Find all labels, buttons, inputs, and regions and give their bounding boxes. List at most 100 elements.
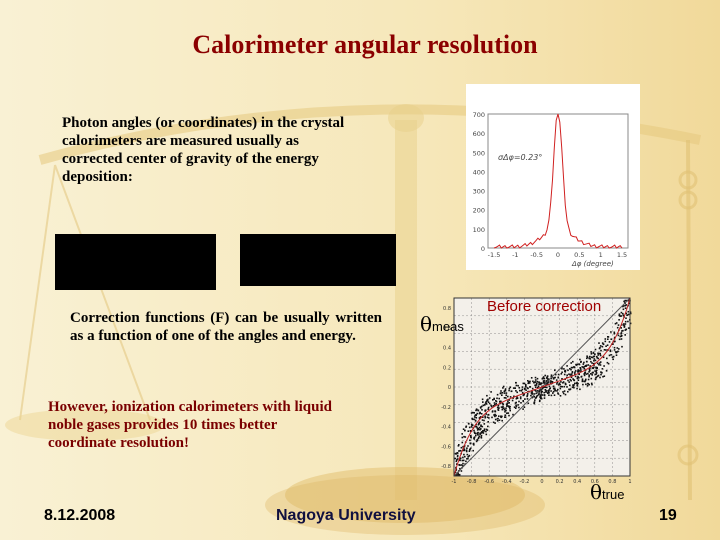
scatter-point xyxy=(505,394,507,397)
scatter-point xyxy=(624,320,627,323)
scatter-point xyxy=(531,396,534,399)
scatter-point xyxy=(557,384,560,386)
scatter-point xyxy=(486,416,489,419)
scatter-point xyxy=(530,392,533,394)
scatter-x-tick-label: -0.8 xyxy=(467,479,477,485)
scatter-point xyxy=(583,361,585,364)
scatter-point xyxy=(508,389,510,392)
scatter-point xyxy=(563,385,566,388)
scatter-point xyxy=(620,332,623,334)
scatter-point xyxy=(540,392,543,394)
scatter-y-tick-label: 0.4 xyxy=(443,346,451,352)
scatter-point xyxy=(595,369,598,372)
histogram-xlabel: Δφ (degree) xyxy=(571,260,614,268)
scatter-point xyxy=(464,436,467,438)
scatter-point xyxy=(515,405,518,408)
scatter-point xyxy=(461,433,463,435)
scatter-point xyxy=(621,330,623,332)
scatter-point xyxy=(457,445,460,447)
scatter-point xyxy=(547,378,550,380)
scatter-point xyxy=(548,385,551,388)
scatter-point xyxy=(521,391,524,394)
scatter-fit-curve xyxy=(453,297,631,477)
scatter-point xyxy=(504,411,506,413)
scatter-point xyxy=(501,419,503,422)
scatter-point xyxy=(504,416,506,418)
scatter-point xyxy=(621,345,623,348)
scatter-point xyxy=(622,314,625,317)
scatter-point xyxy=(598,347,601,350)
scatter-point xyxy=(550,394,553,397)
scatter-point xyxy=(469,435,472,437)
scatter-point xyxy=(622,305,625,307)
scatter-point xyxy=(562,382,564,384)
scatter-point xyxy=(484,402,487,404)
scatter-point xyxy=(488,417,490,419)
scatter-point xyxy=(614,340,616,343)
scatter-point xyxy=(605,370,608,372)
scatter-point xyxy=(598,352,600,355)
scatter-point xyxy=(599,376,601,379)
scatter-point xyxy=(582,366,585,369)
scatter-point xyxy=(522,382,525,385)
histogram-line xyxy=(493,113,623,249)
scatter-point xyxy=(545,382,548,384)
scatter-point xyxy=(501,408,504,411)
scatter-point xyxy=(504,388,507,390)
scatter-point xyxy=(577,371,579,373)
scatter-point xyxy=(473,438,476,440)
scatter-point xyxy=(596,355,598,358)
scatter-point xyxy=(588,371,590,373)
scatter-point xyxy=(477,434,479,436)
scatter-point xyxy=(624,329,627,331)
scatter-point xyxy=(475,440,478,443)
scatter-point xyxy=(534,397,537,399)
scatter-point xyxy=(506,402,509,404)
scatter-point xyxy=(526,398,529,400)
scatter-point xyxy=(543,394,546,397)
scatter-point xyxy=(576,363,579,366)
scatter-point xyxy=(553,377,555,379)
scatter-point xyxy=(504,416,507,418)
footer-date: 8.12.2008 xyxy=(44,507,116,524)
scatter-point xyxy=(587,372,589,375)
scatter-point xyxy=(466,458,468,460)
scatter-point xyxy=(462,459,465,462)
scatter-point xyxy=(505,407,507,410)
scatter-point xyxy=(575,363,577,366)
scatter-point xyxy=(496,393,499,396)
scatter-point xyxy=(534,390,537,392)
scatter-point xyxy=(620,327,622,329)
scatter-point xyxy=(477,437,480,440)
scatter-point xyxy=(481,431,484,434)
scatter-point xyxy=(526,394,529,397)
scatter-point xyxy=(629,312,632,315)
scatter-point xyxy=(494,415,496,418)
scatter-point xyxy=(532,380,534,383)
theta-true-symbol: θ xyxy=(590,480,603,504)
scatter-point xyxy=(473,437,475,439)
scatter-point xyxy=(595,376,597,379)
scatter-point xyxy=(564,383,567,386)
scatter-point xyxy=(502,405,504,408)
scatter-x-tick-label: 1 xyxy=(628,479,631,485)
scatter-point xyxy=(588,375,590,378)
scatter-point xyxy=(492,421,495,424)
scatter-point xyxy=(539,389,541,391)
scatter-point xyxy=(615,351,618,354)
scatter-point xyxy=(465,449,468,451)
scatter-point xyxy=(517,404,519,406)
scatter-point xyxy=(485,401,487,403)
scatter-point xyxy=(541,382,543,385)
scatter-point xyxy=(564,382,567,385)
scatter-point xyxy=(481,405,483,408)
scatter-point xyxy=(592,355,595,358)
scatter-point xyxy=(600,373,602,376)
scatter-point xyxy=(516,396,518,398)
scatter-point xyxy=(495,403,497,405)
scatter-point xyxy=(531,391,534,393)
scatter-point xyxy=(525,389,527,391)
scatter-point xyxy=(595,366,597,369)
scatter-point xyxy=(514,387,516,389)
scatter-point xyxy=(468,455,471,457)
